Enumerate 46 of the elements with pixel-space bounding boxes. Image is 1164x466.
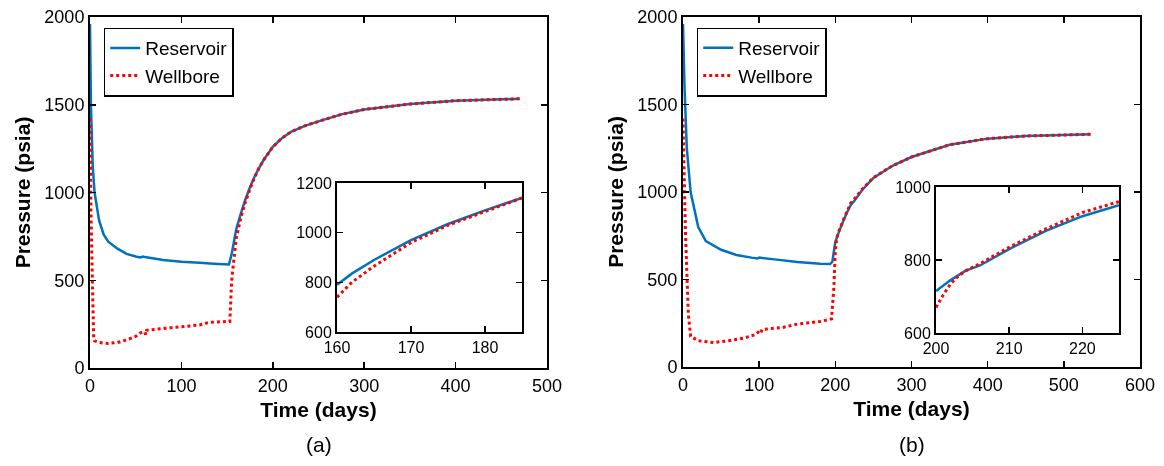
x-tick-label: 100 [166,375,197,396]
x-tick-label: 200 [922,340,950,358]
line-series [683,117,1092,344]
legend-label: Reservoir [738,38,821,60]
x-tick-label: 400 [440,375,471,396]
x-tick-label: 160 [323,339,351,357]
y-tick-label: 1500 [44,95,85,116]
y-tick-label: 800 [904,251,931,269]
x-tick-label: 500 [1048,374,1079,395]
y-tick-label: 1000 [895,178,931,196]
x-tick-label: 100 [744,374,775,395]
x-tick-label: 400 [972,374,1003,395]
y-tick-label: 1000 [44,182,85,203]
y-tick-label: 1000 [296,224,332,242]
line-series [936,200,1119,309]
y-tick-label: 1000 [637,182,678,203]
x-tick-label: 300 [896,374,927,395]
x-tick-label: 300 [349,375,380,396]
y-tick-label: 1500 [637,94,678,115]
text: (b) [899,433,925,456]
y-tick-label: 500 [647,269,678,290]
legend-label: Wellbore [738,65,813,87]
x-axis-title: Time (days) [260,398,377,422]
x-axis-title: Time (days) [853,397,970,421]
x-tick-label: 500 [531,375,563,396]
y-tick-label: 800 [305,273,332,291]
x-tick-label: 200 [257,375,288,396]
y-tick-label: 0 [74,358,85,379]
y-tick-label: 1200 [296,174,332,192]
y-axis-title: Pressure (psia) [604,116,627,268]
y-tick-label: 600 [904,324,931,342]
x-tick-label: 180 [471,339,499,357]
y-tick-label: 600 [305,323,332,341]
y-tick-label: 2000 [44,7,85,28]
x-tick-label: 220 [1069,340,1096,358]
legend-label: Reservoir [145,38,228,60]
x-tick-label: 210 [995,340,1023,358]
y-tick-label: 2000 [637,7,678,28]
y-tick-label: 500 [54,270,85,291]
legend-label: Wellbore [145,65,220,87]
y-axis-title: Pressure (psia) [11,116,34,269]
x-tick-label: 200 [820,374,851,395]
y-tick-label: 0 [667,357,678,378]
text: (a) [306,433,332,456]
x-tick-label: 170 [397,339,425,357]
x-tick-label: 600 [1124,374,1156,395]
